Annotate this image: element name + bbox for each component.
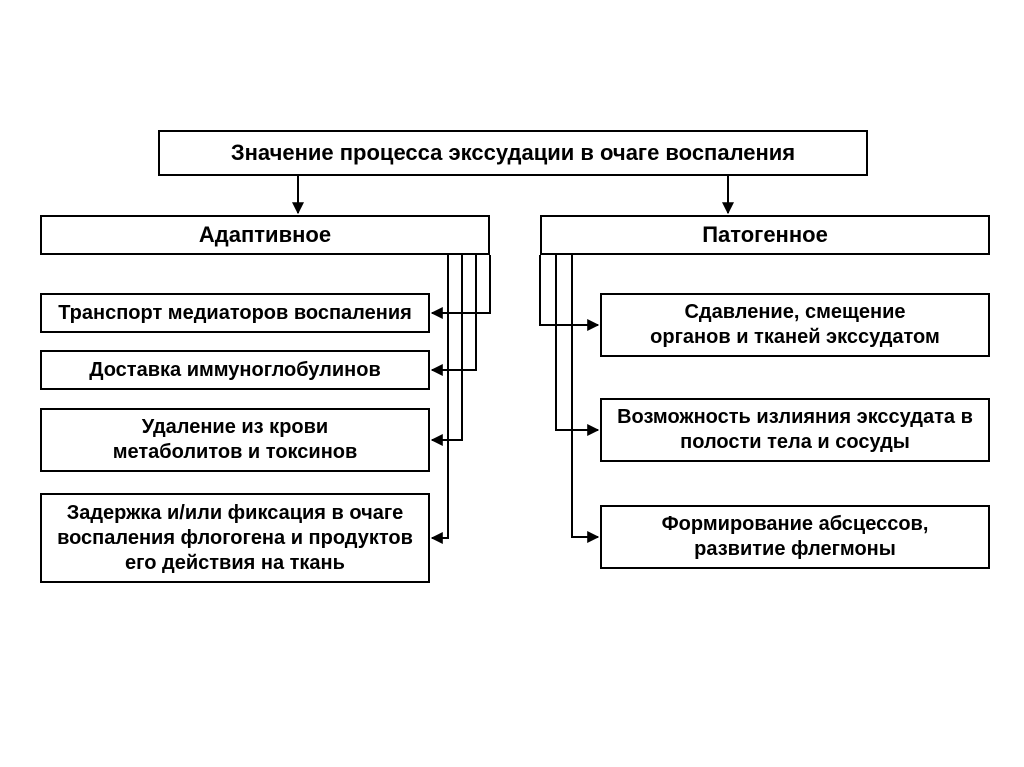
left-item-2: Доставка иммуноглобулинов <box>40 350 430 390</box>
right-conn-2 <box>556 255 598 430</box>
right-conn-3 <box>572 255 598 537</box>
left-conn-2 <box>432 255 476 370</box>
branch-header-left: Адаптивное <box>40 215 490 255</box>
right-item-2: Возможность излияния экссудата в полости… <box>600 398 990 462</box>
left-item-4: Задержка и/или фиксация в очаге воспален… <box>40 493 430 583</box>
left-item-1: Транспорт медиаторов воспаления <box>40 293 430 333</box>
right-item-1: Сдавление, смещение органов и тканей экс… <box>600 293 990 357</box>
right-item-3: Формирование абсцессов, развитие флегмон… <box>600 505 990 569</box>
root-box: Значение процесса экссудации в очаге вос… <box>158 130 868 176</box>
branch-header-right: Патогенное <box>540 215 990 255</box>
left-conn-3 <box>432 255 462 440</box>
right-conn-1 <box>540 255 598 325</box>
left-conn-1 <box>432 255 490 313</box>
left-item-3: Удаление из крови метаболитов и токсинов <box>40 408 430 472</box>
diagram-stage: Значение процесса экссудации в очаге вос… <box>0 0 1024 767</box>
left-conn-4 <box>432 255 448 538</box>
